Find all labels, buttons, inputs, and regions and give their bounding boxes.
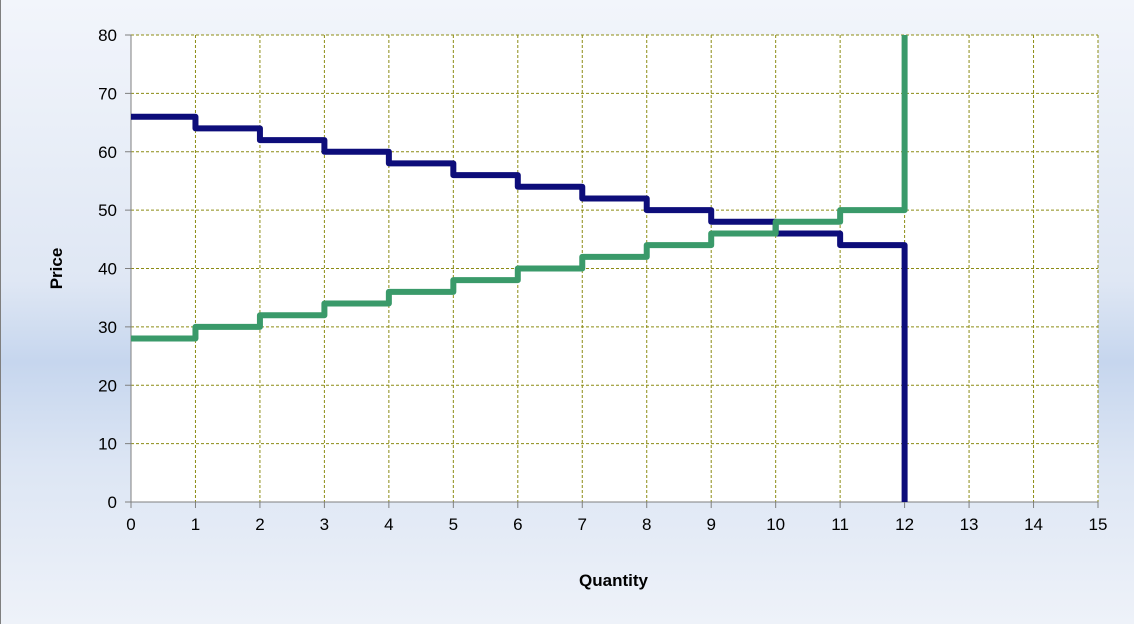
x-tick-label: 4	[384, 515, 393, 534]
x-tick-label: 1	[191, 515, 200, 534]
y-tick-label: 50	[98, 201, 117, 220]
x-axis-title: Quantity	[579, 571, 648, 590]
x-tick-label: 9	[706, 515, 715, 534]
y-tick-label: 80	[98, 26, 117, 45]
y-tick-label: 30	[98, 318, 117, 337]
y-tick-label: 70	[98, 84, 117, 103]
x-tick-label: 12	[895, 515, 914, 534]
x-tick-label: 3	[320, 515, 329, 534]
x-tick-label: 5	[449, 515, 458, 534]
y-tick-label: 10	[98, 435, 117, 454]
x-tick-label: 11	[831, 515, 849, 534]
x-tick-label: 13	[960, 515, 979, 534]
series-2-step-line	[131, 35, 908, 342]
x-tick-label: 15	[1089, 515, 1108, 534]
x-tick-label: 7	[578, 515, 587, 534]
x-tick-label: 10	[766, 515, 785, 534]
y-axis-title: Price	[47, 248, 66, 290]
x-tick-label: 14	[1024, 515, 1043, 534]
series-group	[131, 35, 908, 502]
x-tick-label: 8	[642, 515, 651, 534]
y-tick-label: 0	[108, 493, 117, 512]
y-tick-label: 20	[98, 376, 117, 395]
y-tick-label: 60	[98, 143, 117, 162]
x-tick-label: 0	[126, 515, 135, 534]
y-tick-label: 40	[98, 260, 117, 279]
x-tick-label: 2	[255, 515, 264, 534]
gridlines	[131, 34, 1099, 502]
x-tick-label: 6	[513, 515, 522, 534]
